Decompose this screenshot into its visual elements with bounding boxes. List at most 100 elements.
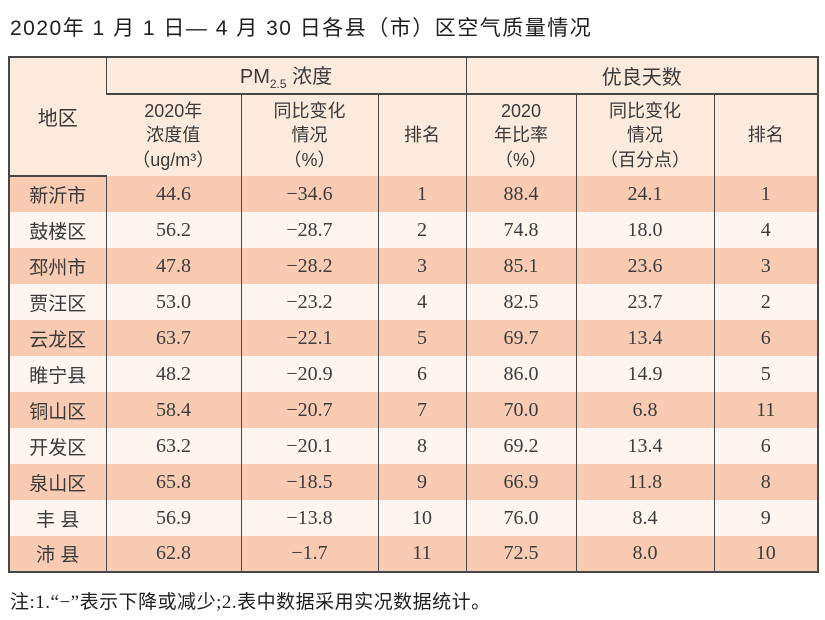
good-rate-cell: 74.8 [465,212,577,248]
pm-value-cell: 58.4 [105,392,241,428]
pm-change-cell: −28.7 [240,212,378,248]
header-sub-row: 2020年 浓度值 （ug/m³） 同比变化 情况 （%） 排名 2020 年比… [9,94,819,176]
table-row: 邳州市 47.8 −28.2 3 85.1 23.6 3 [9,248,819,284]
header-good-days-group: 优良天数 [465,57,819,95]
pm-change-cell: −18.5 [240,464,378,500]
air-quality-table: 地区 PM2.5 浓度 优良天数 2020年 浓度值 （ug/m³） 同比变化 … [8,56,820,573]
good-change-cell: 6.8 [575,392,715,428]
pm-value-cell: 47.8 [105,248,241,284]
region-cell: 新沂市 [9,176,106,212]
table-row: 泉山区 65.8 −18.5 9 66.9 11.8 8 [9,464,819,500]
good-change-cell: 11.8 [575,464,715,500]
pm-value-cell: 53.0 [105,284,241,320]
pm-value-cell: 63.7 [105,320,241,356]
pm-rank-cell: 11 [377,536,467,572]
good-change-cell: 23.6 [575,248,715,284]
pm-rank-cell: 2 [377,212,467,248]
pm-value-cell: 56.9 [105,500,241,536]
table-row: 贾汪区 53.0 −23.2 4 82.5 23.7 2 [9,284,819,320]
good-rate-cell: 66.9 [465,464,577,500]
good-rank-cell: 2 [713,284,819,320]
table-row: 睢宁县 48.2 −20.9 6 86.0 14.9 5 [9,356,819,392]
region-cell: 丰 县 [9,500,106,536]
header-pm-group: PM2.5 浓度 [105,57,467,95]
table-row: 铜山区 58.4 −20.7 7 70.0 6.8 11 [9,392,819,428]
region-cell: 睢宁县 [9,356,106,392]
good-change-cell: 8.0 [575,536,715,572]
footnote: 注:1.“−”表示下降或减少;2.表中数据采用实况数据统计。 [10,592,491,613]
table-row: 开发区 63.2 −20.1 8 69.2 13.4 6 [9,428,819,464]
pm-value-cell: 65.8 [105,464,241,500]
good-rank-cell: 10 [713,536,819,572]
pm-rank-cell: 1 [377,176,467,212]
good-rate-cell: 88.4 [465,176,577,212]
pm-change-cell: −1.7 [240,536,378,572]
good-change-cell: 14.9 [575,356,715,392]
pm-value-cell: 44.6 [105,176,241,212]
good-rate-cell: 69.7 [465,320,577,356]
table-body: 新沂市 44.6 −34.6 1 88.4 24.1 1 鼓楼区 56.2 −28.7 2 74.8 1… [9,176,819,572]
region-cell: 沛 县 [9,536,106,572]
good-change-cell: 18.0 [575,212,715,248]
table-row: 云龙区 63.7 −22.1 5 69.7 13.4 6 [9,320,819,356]
good-rank-cell: 1 [713,176,819,212]
region-cell: 泉山区 [9,464,106,500]
pm-value-cell: 56.2 [105,212,241,248]
good-rank-cell: 4 [713,212,819,248]
good-rate-cell: 85.1 [465,248,577,284]
good-rank-cell: 3 [713,248,819,284]
pm-rank-cell: 7 [377,392,467,428]
region-cell: 贾汪区 [9,284,106,320]
header-group-row: 地区 PM2.5 浓度 优良天数 [9,57,819,177]
pm-rank-cell: 6 [377,356,467,392]
pm-label-subscript: 2.5 [269,77,287,91]
good-rank-cell: 9 [713,500,819,536]
table-row: 鼓楼区 56.2 −28.7 2 74.8 18.0 4 [9,212,819,248]
good-rank-cell: 6 [713,428,819,464]
good-rank-cell: 6 [713,320,819,356]
good-rate-cell: 70.0 [465,392,577,428]
good-change-cell: 23.7 [575,284,715,320]
good-rate-cell: 82.5 [465,284,577,320]
page-title: 2020年 1 月 1 日— 4 月 30 日各县（市）区空气质量情况 [10,17,593,40]
header-pm-change: 同比变化 情况 （%） [240,94,378,176]
pm-rank-cell: 4 [377,284,467,320]
header-pm-value: 2020年 浓度值 （ug/m³） [106,94,241,176]
pm-change-cell: −20.7 [240,392,378,428]
header-good-change: 同比变化 情况 （百分点） [575,94,715,176]
pm-value-cell: 62.8 [105,536,241,572]
good-rate-cell: 76.0 [465,500,577,536]
header-good-rate: 2020 年比率 （%） [465,94,577,176]
region-cell: 铜山区 [9,392,106,428]
good-rate-cell: 69.2 [465,428,577,464]
good-change-cell: 8.4 [575,500,715,536]
region-cell: 鼓楼区 [9,212,106,248]
good-rank-cell: 8 [713,464,819,500]
good-rank-cell: 5 [713,356,819,392]
header-region: 地区 [9,57,106,177]
pm-change-cell: −23.2 [240,284,378,320]
pm-change-cell: −22.1 [240,320,378,356]
good-change-cell: 24.1 [575,176,715,212]
pm-rank-cell: 9 [377,464,467,500]
table-row: 沛 县 62.8 −1.7 11 72.5 8.0 10 [9,536,819,572]
region-cell: 邳州市 [9,248,106,284]
pm-change-cell: −34.6 [240,176,378,212]
pm-change-cell: −13.8 [240,500,378,536]
good-change-cell: 13.4 [575,320,715,356]
pm-rank-cell: 3 [377,248,467,284]
pm-label-suffix: 浓度 [286,66,333,88]
pm-rank-cell: 10 [377,500,467,536]
header-pm-rank: 排名 [377,94,467,176]
region-cell: 开发区 [9,428,106,464]
header-good-rank: 排名 [713,94,819,176]
pm-change-cell: −28.2 [240,248,378,284]
pm-change-cell: −20.9 [240,356,378,392]
pm-value-cell: 48.2 [105,356,241,392]
pm-label-prefix: PM [239,66,270,88]
pm-value-cell: 63.2 [105,428,241,464]
good-rate-cell: 72.5 [465,536,577,572]
good-rate-cell: 86.0 [465,356,577,392]
pm-rank-cell: 5 [377,320,467,356]
